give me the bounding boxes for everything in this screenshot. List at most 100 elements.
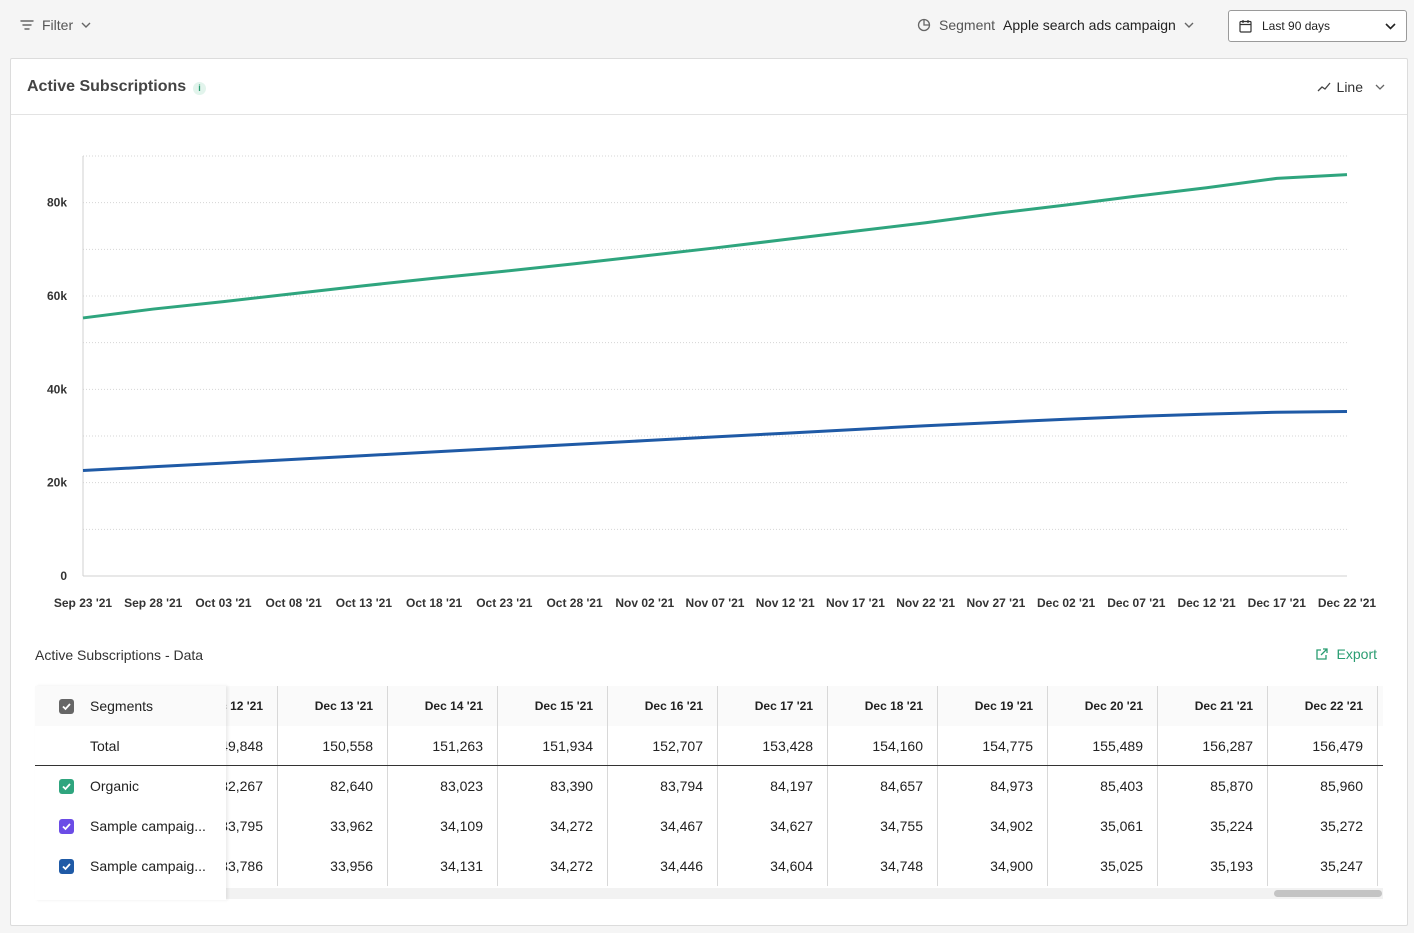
card-title: Active Subscriptions [27, 78, 187, 95]
filter-icon [20, 20, 34, 30]
export-button[interactable]: Export [1315, 646, 1377, 662]
segment-row: Sample campaig... [35, 846, 226, 886]
table-cell: 155,489 [1048, 726, 1158, 766]
select-all-checkbox[interactable] [59, 698, 74, 714]
chevron-down-icon [81, 22, 91, 28]
total-label: Total [90, 738, 120, 754]
table-cell: 35,272 [1268, 806, 1378, 846]
segments-header-row: Segments [35, 686, 226, 726]
table-cell: 35,224 [1158, 806, 1268, 846]
segment-selector[interactable]: Segment Apple search ads campaign [917, 17, 1194, 33]
table-cell: 150,558 [278, 726, 388, 766]
table-cell: 85,960 [1268, 766, 1378, 806]
table-cell: 82,267 [226, 766, 278, 806]
table-cell: 34,272 [498, 846, 608, 886]
table-cell: 83,390 [498, 766, 608, 806]
table-cell: 34,272 [498, 806, 608, 846]
segment-checkbox[interactable] [59, 778, 74, 794]
segment-label: Sample campaig... [90, 858, 206, 874]
chevron-down-icon [1184, 22, 1194, 28]
column-header[interactable]: Dec 13 '21 [278, 686, 388, 726]
x-tick-label: Oct 08 '21 [266, 596, 323, 610]
x-tick-label: Oct 13 '21 [336, 596, 393, 610]
table-cell: 84,197 [718, 766, 828, 806]
table-cell: 153,428 [718, 726, 828, 766]
column-header[interactable]: Dec 16 '21 [608, 686, 718, 726]
chart-area: 0 20k 40k 60k 80k Sep 23 '21 Sep 28 '21 Oct 03 … [11, 116, 1407, 621]
x-tick-label: Oct 03 '21 [195, 596, 252, 610]
table-cell: 34,755 [828, 806, 938, 846]
table-cell: 151,263 [388, 726, 498, 766]
chevron-down-icon [1375, 84, 1385, 90]
filter-button[interactable]: Filter [20, 17, 91, 33]
column-header[interactable]: Dec 18 '21 [828, 686, 938, 726]
chart-type-label: Line [1336, 79, 1363, 95]
date-range-value: Last 90 days [1262, 19, 1331, 33]
segment-row: Sample campaig... [35, 806, 226, 846]
column-header[interactable]: Dec 14 '21 [388, 686, 498, 726]
column-header[interactable]: Dec 12 '21 [226, 686, 278, 726]
segment-label: Organic [90, 778, 140, 794]
date-range-select[interactable]: Last 90 days [1228, 10, 1407, 42]
x-tick-label: Dec 17 '21 [1248, 596, 1307, 610]
x-tick-label: Nov 07 '21 [686, 596, 745, 610]
segment-value: Apple search ads campaign [1003, 17, 1176, 33]
chart-type-select[interactable]: Line [1317, 79, 1385, 95]
table-cell: 84,657 [828, 766, 938, 806]
table-cell: 82,640 [278, 766, 388, 806]
horizontal-scrollbar-thumb[interactable] [1274, 890, 1382, 897]
column-header[interactable]: Dec 20 '21 [1048, 686, 1158, 726]
series-line-1 [82, 173, 1348, 320]
table-cell: 35,247 [1268, 846, 1378, 886]
x-tick-label: Dec 07 '21 [1107, 596, 1166, 610]
line-chart: 0 20k 40k 60k 80k Sep 23 '21 Sep 28 '21 Oct 03 … [47, 155, 1377, 610]
table-cell: 35,025 [1048, 846, 1158, 886]
x-tick-label: Nov 27 '21 [966, 596, 1025, 610]
total-row-label: Total [35, 726, 226, 766]
y-tick-label: 60k [47, 289, 67, 303]
table-cell: 33,962 [278, 806, 388, 846]
x-tick-label: Nov 22 '21 [896, 596, 955, 610]
x-tick-label: Oct 28 '21 [546, 596, 603, 610]
segments-column: Segments Total Organic Sample campaig... Sam… [35, 686, 226, 900]
data-section-title: Active Subscriptions - Data [35, 647, 204, 663]
table-cell: 34,131 [388, 846, 498, 886]
column-header[interactable]: Dec 15 '21 [498, 686, 608, 726]
data-table: Segments Total Organic Sample campaig... Sam… [35, 686, 1383, 902]
column-header[interactable]: Dec 19 '21 [938, 686, 1048, 726]
y-tick-label: 20k [47, 476, 67, 490]
column-header[interactable]: Dec 22 '21 [1268, 686, 1378, 726]
segment-label: Segment [939, 17, 996, 33]
table-cell: 34,467 [608, 806, 718, 846]
table-cell: 156,479 [1268, 726, 1378, 766]
table-cell: 156,287 [1158, 726, 1268, 766]
table-cell: 35,193 [1158, 846, 1268, 886]
x-tick-label: Oct 23 '21 [476, 596, 533, 610]
table-cell: 33,795 [226, 806, 278, 846]
chevron-down-icon [1385, 22, 1396, 30]
table-cell: 34,627 [718, 806, 828, 846]
segment-checkbox[interactable] [59, 818, 74, 834]
x-tick-label: Nov 17 '21 [826, 596, 885, 610]
table-cell: 34,109 [388, 806, 498, 846]
segment-label: Sample campaig... [90, 818, 206, 834]
table-cell: 83,023 [388, 766, 498, 806]
table-cell: 152,707 [608, 726, 718, 766]
info-icon[interactable]: i [193, 82, 206, 95]
column-header[interactable]: Dec 21 '21 [1158, 686, 1268, 726]
x-tick-label: Oct 18 '21 [406, 596, 463, 610]
table-cell: 83,794 [608, 766, 718, 806]
table-cell: 33,786 [226, 846, 278, 886]
x-tick-label: Dec 22 '21 [1318, 596, 1377, 610]
table-cell: 154,160 [828, 726, 938, 766]
table-cell: 34,604 [718, 846, 828, 886]
segment-checkbox[interactable] [59, 858, 74, 874]
export-label: Export [1336, 646, 1377, 662]
x-tick-label: Sep 28 '21 [124, 596, 183, 610]
column-header[interactable]: Dec 17 '21 [718, 686, 828, 726]
x-tick-label: Dec 12 '21 [1177, 596, 1236, 610]
horizontal-scroll-track[interactable] [226, 888, 1383, 899]
table-cell: 34,446 [608, 846, 718, 886]
table-cell: 35,061 [1048, 806, 1158, 846]
